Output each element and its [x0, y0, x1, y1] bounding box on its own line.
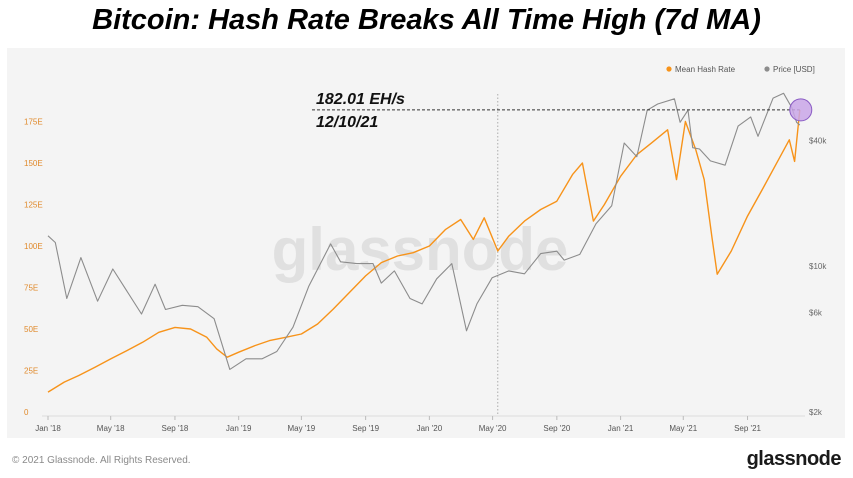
x-tick-label: May '18 [97, 424, 125, 433]
x-tick-label: Sep '18 [162, 424, 189, 433]
y-left-tick-label: 25E [24, 367, 38, 376]
hash-rate-line [47, 109, 801, 393]
y-left-tick-label: 100E [24, 242, 43, 251]
y-left-tick-label: 50E [24, 325, 38, 334]
x-tick-label: Jan '18 [35, 424, 61, 433]
x-tick-label: Jan '20 [417, 424, 443, 433]
x-tick-label: Jan '19 [226, 424, 252, 433]
x-tick-label: Sep '20 [543, 424, 570, 433]
y-right-tick-label: $6k [809, 309, 823, 318]
legend-price-marker [764, 66, 770, 72]
x-tick-label: Jan '21 [608, 424, 634, 433]
y-right-tick-label: $2k [809, 408, 823, 417]
x-tick-label: May '21 [669, 424, 697, 433]
x-tick-label: May '20 [479, 424, 507, 433]
price-line [47, 92, 801, 370]
ath-highlight-circle [789, 98, 813, 122]
y-left-tick-label: 150E [24, 159, 43, 168]
chart-title: Bitcoin: Hash Rate Breaks All Time High … [92, 4, 761, 36]
annotation-value: 182.01 EH/s [316, 91, 405, 108]
legend: Mean Hash Rate Price [USD] [666, 65, 815, 74]
x-tick-label: May '19 [287, 424, 315, 433]
series-layer [47, 92, 801, 393]
tick-layer: 0 25E 50E 75E 100E 125E 150E 175E $2k $6k $10k $40k… [24, 118, 827, 433]
annotation-date: 12/10/21 [316, 114, 378, 131]
legend-hash-rate-marker [666, 66, 672, 72]
glassnode-logo: glassnode [746, 448, 842, 470]
chart-panel [7, 48, 845, 438]
y-right-tick-label: $10k [809, 262, 827, 271]
grid-layer [42, 94, 805, 420]
y-right-tick-label: $40k [809, 137, 827, 146]
copyright-text: © 2021 Glassnode. All Rights Reserved. [12, 455, 191, 466]
y-left-tick-label: 0 [24, 408, 29, 417]
x-tick-label: Sep '19 [352, 424, 379, 433]
annotation-layer: 182.01 EH/s 12/10/21 [312, 91, 813, 131]
y-left-tick-label: 175E [24, 118, 43, 127]
legend-price-label: Price [USD] [773, 65, 815, 74]
y-left-tick-label: 75E [24, 284, 38, 293]
x-tick-label: Sep '21 [734, 424, 761, 433]
y-left-tick-label: 125E [24, 201, 43, 210]
legend-hash-rate-label: Mean Hash Rate [675, 65, 736, 74]
